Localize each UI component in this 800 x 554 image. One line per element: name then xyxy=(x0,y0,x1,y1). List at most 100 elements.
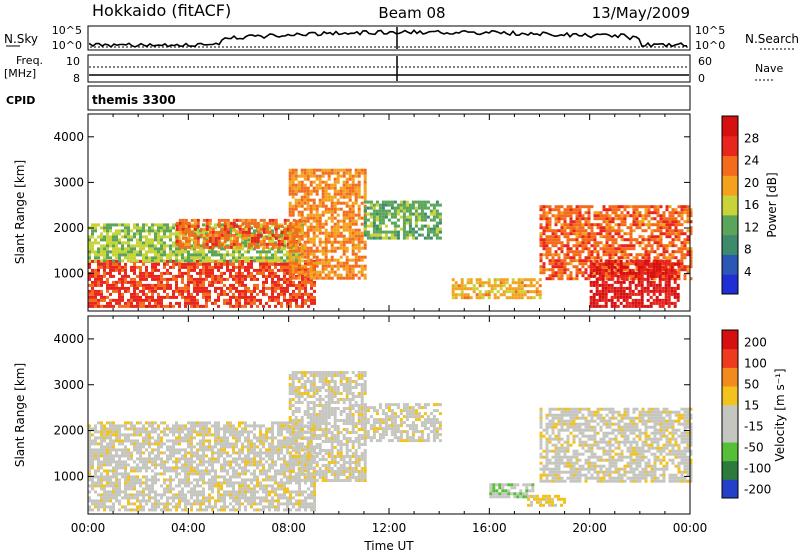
velocity-cell xyxy=(106,451,109,455)
power-cell xyxy=(686,220,690,224)
power-cell xyxy=(288,273,292,277)
velocity-cell xyxy=(151,484,154,488)
velocity-cell xyxy=(94,424,97,428)
power-cell xyxy=(291,273,295,277)
power-cell xyxy=(208,274,211,278)
power-cell xyxy=(253,233,257,237)
velocity-cell xyxy=(145,448,148,452)
velocity-cell xyxy=(163,508,166,512)
power-cell xyxy=(118,250,121,254)
power-cell xyxy=(345,228,349,232)
velocity-cell xyxy=(139,499,142,503)
power-cell xyxy=(635,277,639,281)
power-cell xyxy=(378,215,382,219)
power-cell xyxy=(538,290,542,294)
velocity-cell xyxy=(178,502,181,506)
velocity-cell xyxy=(148,496,151,500)
power-cell xyxy=(608,226,612,230)
power-cell xyxy=(247,271,250,275)
power-cell xyxy=(644,229,648,233)
power-cell xyxy=(130,280,133,284)
velocity-cell xyxy=(127,496,130,500)
power-cell xyxy=(309,189,313,193)
power-cell xyxy=(160,244,163,248)
power-cell xyxy=(402,209,406,213)
power-cell xyxy=(229,245,233,249)
power-cell xyxy=(115,253,118,257)
power-cell xyxy=(190,295,193,299)
power-cell xyxy=(187,233,191,237)
power-cell xyxy=(184,227,188,231)
power-cell xyxy=(539,241,543,245)
power-cell xyxy=(274,283,277,287)
power-cell xyxy=(626,253,630,257)
power-cell xyxy=(545,250,549,254)
power-cell xyxy=(324,273,328,277)
power-cell xyxy=(205,259,208,263)
power-cell xyxy=(417,200,421,204)
power-cell xyxy=(196,265,199,269)
power-cell xyxy=(154,286,157,290)
power-cell xyxy=(205,242,209,246)
power-cell xyxy=(399,203,403,207)
power-cell xyxy=(542,214,546,218)
velocity-cell xyxy=(97,469,100,473)
power-cell xyxy=(121,253,124,257)
power-cell xyxy=(94,280,97,284)
power-cell xyxy=(232,242,236,246)
power-cell xyxy=(668,256,672,260)
freq-unit-label: [MHz] xyxy=(4,67,36,80)
power-cell xyxy=(121,286,124,290)
velocity-cell xyxy=(118,478,121,482)
power-cell xyxy=(520,287,524,291)
power-cell xyxy=(658,280,662,284)
power-cell xyxy=(184,304,187,308)
power-cell xyxy=(112,304,115,308)
power-cell xyxy=(307,277,310,281)
power-cell xyxy=(345,267,349,271)
power-cell xyxy=(324,171,328,175)
power-cell xyxy=(348,264,352,268)
power-cell xyxy=(115,244,118,248)
power-cell xyxy=(369,215,373,219)
power-cell xyxy=(184,271,187,275)
power-cell xyxy=(423,218,427,222)
velocity-cell xyxy=(124,454,127,458)
power-cell xyxy=(620,211,624,215)
power-cell xyxy=(288,270,292,274)
power-cell xyxy=(265,230,269,234)
power-cell xyxy=(432,209,436,213)
power-cell xyxy=(617,229,621,233)
power-cell xyxy=(100,283,103,287)
velocity-cell xyxy=(166,478,169,482)
power-cell xyxy=(312,231,316,235)
power-cell xyxy=(587,241,591,245)
power-cell xyxy=(357,210,361,214)
power-cell xyxy=(181,221,185,225)
power-cell xyxy=(683,253,687,257)
power-cell xyxy=(426,200,430,204)
power-cell xyxy=(259,218,263,222)
power-cell xyxy=(286,242,290,246)
power-cell xyxy=(259,227,263,231)
power-cell xyxy=(196,229,199,233)
velocity-cell xyxy=(118,487,121,491)
power-cell xyxy=(241,280,244,284)
power-cell xyxy=(109,250,112,254)
power-cell xyxy=(655,289,659,293)
power-cell xyxy=(560,226,564,230)
power-cell xyxy=(411,236,415,240)
power-cell xyxy=(599,211,603,215)
power-cell xyxy=(298,230,302,234)
power-cell xyxy=(199,256,202,260)
velocity-cell xyxy=(124,436,127,440)
power-cell xyxy=(115,247,118,251)
power-cell xyxy=(288,252,292,256)
power-cell xyxy=(253,277,256,281)
power-cell xyxy=(265,245,269,249)
power-cell xyxy=(626,262,630,266)
power-cell xyxy=(363,200,367,204)
power-cell xyxy=(375,233,379,237)
power-cell xyxy=(118,241,121,245)
velocity-cell xyxy=(100,439,103,443)
